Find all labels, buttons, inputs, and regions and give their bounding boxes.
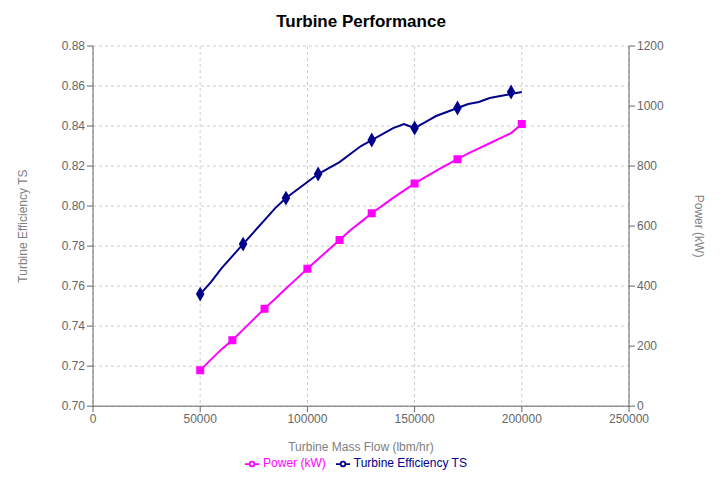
svg-text:0.74: 0.74 — [62, 319, 86, 333]
svg-text:200000: 200000 — [502, 412, 542, 426]
svg-text:100000: 100000 — [287, 412, 327, 426]
svg-text:0.80: 0.80 — [62, 199, 86, 213]
svg-text:250000: 250000 — [609, 412, 649, 426]
svg-text:0.70: 0.70 — [62, 399, 86, 413]
svg-text:400: 400 — [637, 279, 657, 293]
svg-text:Turbine Mass Flow (lbm/hr): Turbine Mass Flow (lbm/hr) — [288, 440, 434, 454]
html-text:Turbine Efficiency TS: Turbine Efficiency TS — [353, 456, 467, 471]
svg-text:0.82: 0.82 — [62, 159, 86, 173]
html-text:Power (kW): Power (kW) — [263, 456, 326, 471]
svg-text:Turbine Efficiency TS: Turbine Efficiency TS — [16, 170, 30, 283]
svg-text:1200: 1200 — [637, 39, 664, 53]
svg-text:0: 0 — [637, 399, 644, 413]
svg-text:600: 600 — [637, 219, 657, 233]
svg-text:Power (kW): Power (kW) — [692, 195, 706, 258]
html-text:Turbine Performance: Turbine Performance — [276, 12, 446, 31]
svg-text:0.84: 0.84 — [62, 119, 86, 133]
svg-text:200: 200 — [637, 339, 657, 353]
svg-text:0.86: 0.86 — [62, 79, 86, 93]
svg-text:800: 800 — [637, 159, 657, 173]
svg-text:150000: 150000 — [395, 412, 435, 426]
svg-text:0: 0 — [90, 412, 97, 426]
svg-text:0.78: 0.78 — [62, 239, 86, 253]
svg-text:0.72: 0.72 — [62, 359, 86, 373]
svg-text:0.88: 0.88 — [62, 39, 86, 53]
svg-text:1000: 1000 — [637, 99, 664, 113]
svg-text:50000: 50000 — [184, 412, 218, 426]
svg-text:0.76: 0.76 — [62, 279, 86, 293]
